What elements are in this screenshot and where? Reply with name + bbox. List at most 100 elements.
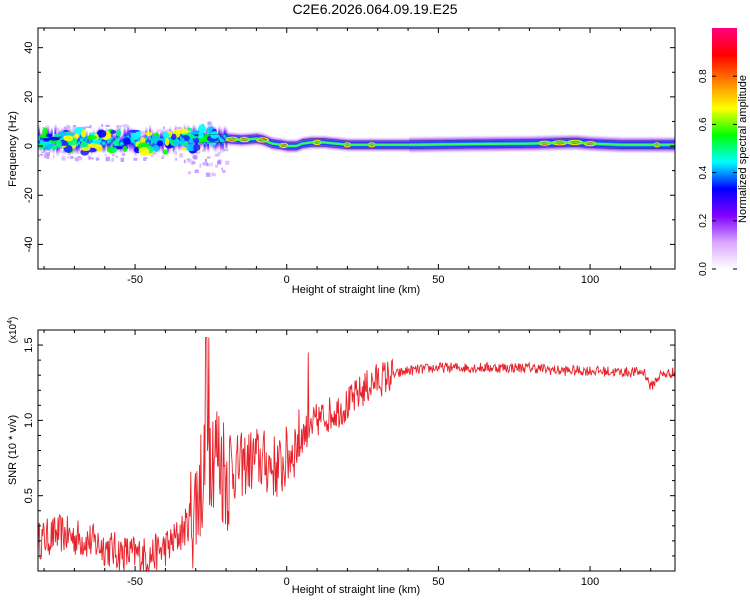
spectrogram-speckle [199, 163, 202, 168]
spectrogram-speckle [60, 150, 64, 153]
spectrogram-speckle [76, 156, 79, 161]
figure-title: C2E6.2026.064.09.19.E25 [292, 1, 457, 17]
spectrogram-speckle [78, 157, 83, 161]
spectrogram-band-strip [134, 128, 137, 159]
colorbar-tick-label: 0.2 [698, 213, 709, 227]
spectrogram-blob [135, 131, 142, 136]
snr-panel: -50 0 50 100 0.5 1.0 1.5 Height of straight li… [7, 317, 676, 596]
spectrogram-blob [116, 129, 122, 137]
colorbar-ticks: 0.0 0.2 0.4 0.6 0.8 [698, 69, 737, 276]
spectrogram-speckle [95, 157, 99, 161]
spectrogram-speckle [225, 160, 230, 165]
spectrogram-speckle [187, 159, 192, 163]
spectrogram-band-strip [216, 129, 219, 152]
colorbar: 0.0 0.2 0.4 0.6 0.8 Normalized spectral ampl… [698, 28, 749, 276]
spectrogram-speckle [67, 156, 70, 159]
spectrogram-blob [138, 146, 150, 156]
spectrogram-speckle [179, 153, 183, 158]
spectrogram-speckle [194, 169, 199, 173]
spectrogram-band-strip [207, 130, 210, 155]
snr-series-line [38, 337, 675, 571]
spectrogram-speckle [143, 158, 147, 161]
colorbar-tick-label: 0.4 [698, 165, 709, 179]
spectrogram-speckle [88, 156, 92, 160]
spectrogram-speckle [105, 156, 110, 162]
spectrogram-band-strip [112, 130, 115, 155]
spectrogram-band-strip [138, 128, 141, 154]
x-tick-label: 0 [284, 274, 290, 286]
spectrogram-band-strip [79, 127, 83, 153]
spectrogram-band-strip [220, 125, 223, 155]
spectrogram-speckle [205, 172, 211, 177]
y-tick-label: 0 [23, 143, 35, 149]
spectrogram-speckle [115, 155, 119, 158]
spectrogram-speckle [46, 152, 50, 156]
spectrogram-speckle [183, 159, 186, 164]
colorbar-label: Normalized spectral amplitude [737, 75, 749, 223]
spectrogram-blob [80, 129, 87, 138]
spectrogram-speckle [204, 158, 208, 163]
colorbar-tick-label: 0.8 [698, 69, 709, 83]
spectrogram-blob [113, 138, 120, 148]
spectrogram-band-strip [41, 130, 44, 153]
snr-y-axis-label: SNR (10 * v/v) [7, 415, 19, 485]
spectrogram-blob [177, 128, 189, 135]
spectrogram-speckle [82, 126, 86, 130]
spectrogram-blob [162, 131, 170, 139]
spectrogram-speckle [77, 156, 81, 158]
spectrogram-band-strip [87, 133, 90, 155]
x-tick-label: 50 [432, 274, 444, 286]
spectrogram-speckle [206, 156, 211, 159]
snr-y-tick-label: 1.5 [23, 337, 35, 352]
spectrogram-blob [74, 133, 79, 139]
spectrogram-band-strip [145, 125, 148, 152]
spectrogram-speckle [53, 154, 55, 158]
spectrogram-band-strip [52, 132, 55, 156]
spectrogram-speckle [120, 157, 125, 162]
spectrogram-blob [110, 130, 117, 134]
spectrogram-blob [63, 135, 74, 142]
spectrogram-band-strip [108, 126, 112, 155]
spectrogram-speckle [46, 155, 50, 159]
spectrogram-speckle [70, 156, 74, 159]
spectrogram-y-axis-label: Frequency (Hz) [7, 111, 19, 187]
spectrogram-speckle [72, 127, 76, 132]
spectrogram-band-strip [192, 122, 195, 150]
spectrogram-blob [156, 140, 164, 146]
spectrogram-band-strip [132, 126, 135, 157]
spectrogram-band-strip [149, 122, 152, 154]
snr-y-tick-label: 1.0 [23, 413, 35, 428]
spectrogram-band-strip [118, 124, 121, 154]
spectrogram-speckle [111, 151, 114, 155]
spectrogram-speckle [194, 154, 198, 156]
spectrogram-band-strip [76, 133, 79, 156]
spectrogram-band-strip [107, 130, 110, 154]
spectrogram-speckle [211, 172, 214, 174]
spectrogram-speckle [211, 173, 216, 177]
spectrogram-speckle [217, 151, 221, 155]
spectrogram-speckle [89, 125, 92, 129]
snr-y-tick-label: 0.5 [23, 488, 35, 503]
spectrogram-speckle [215, 154, 220, 157]
spectrogram-blob [162, 149, 169, 155]
snr-ticks: -50 0 50 100 0.5 1.0 1.5 [23, 330, 675, 588]
spectrogram-speckle [162, 154, 165, 159]
colorbar-scale [712, 28, 737, 269]
y-tick-label: 20 [23, 91, 35, 103]
spectrogram-blob [198, 124, 206, 134]
colorbar-tick-label: 0.6 [698, 117, 709, 131]
spectrogram-band-strip [147, 132, 150, 156]
x-tick-label: 100 [581, 576, 599, 588]
spectrogram-speckle [73, 125, 77, 127]
spectrogram-speckle [38, 154, 40, 158]
spectrogram-blob [122, 137, 131, 145]
spectrogram-blob [105, 130, 111, 140]
spectrogram-band-strip [88, 130, 92, 152]
spectrogram-blob [48, 136, 60, 141]
spectrogram-speckle [214, 164, 218, 168]
spectrogram-speckle [40, 153, 44, 156]
x-tick-label: 50 [432, 576, 444, 588]
spectrogram-blob [173, 139, 182, 146]
spectrogram-speckle [196, 151, 201, 154]
